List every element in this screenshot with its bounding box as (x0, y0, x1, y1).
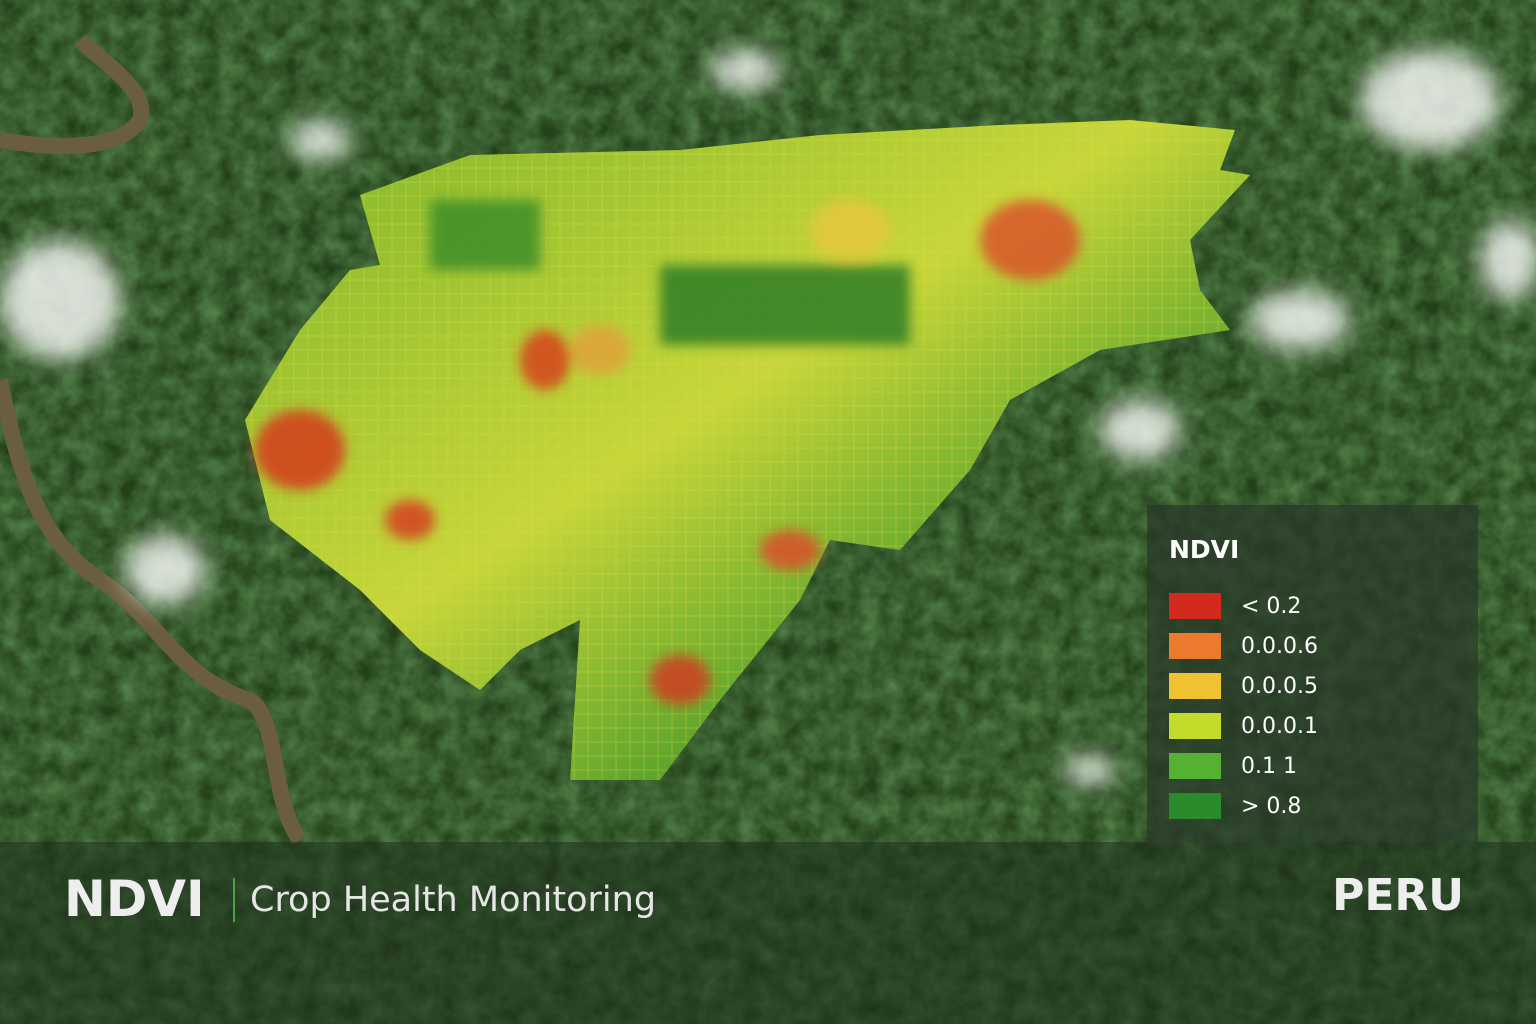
legend-swatch (1169, 753, 1221, 779)
footer-title: NDVI (64, 870, 205, 928)
legend-swatch (1169, 673, 1221, 699)
region: PERU (1332, 870, 1464, 921)
legend-label: 0.0.0.1 (1241, 713, 1318, 739)
legend-label: 0.1 1 (1241, 753, 1297, 779)
legend-swatch (1169, 593, 1221, 619)
legend-items: < 0.2 0.0.0.6 0.0.0.5 0.0.0.1 0.1 1 > 0.8 (1169, 586, 1456, 826)
legend-label: < 0.2 (1241, 593, 1302, 619)
legend-item: 0.1 1 (1169, 746, 1456, 786)
legend-swatch (1169, 713, 1221, 739)
legend-item: 0.0.0.1 (1169, 706, 1456, 746)
footer-band (0, 842, 1536, 1024)
legend-title: NDVI (1169, 535, 1240, 564)
separator (233, 878, 235, 922)
legend-label: > 0.8 (1241, 793, 1302, 819)
legend-swatch (1169, 793, 1221, 819)
legend-item: < 0.2 (1169, 586, 1456, 626)
legend-item: 0.0.0.6 (1169, 626, 1456, 666)
legend: NDVI < 0.2 0.0.0.6 0.0.0.5 0.0.0.1 0.1 1 > 0.… (1147, 505, 1478, 842)
footer-subtitle: Crop Health Monitoring (250, 880, 657, 920)
legend-swatch (1169, 633, 1221, 659)
legend-item: > 0.8 (1169, 786, 1456, 826)
legend-label: 0.0.0.6 (1241, 633, 1318, 659)
legend-label: 0.0.0.5 (1241, 673, 1318, 699)
legend-item: 0.0.0.5 (1169, 666, 1456, 706)
